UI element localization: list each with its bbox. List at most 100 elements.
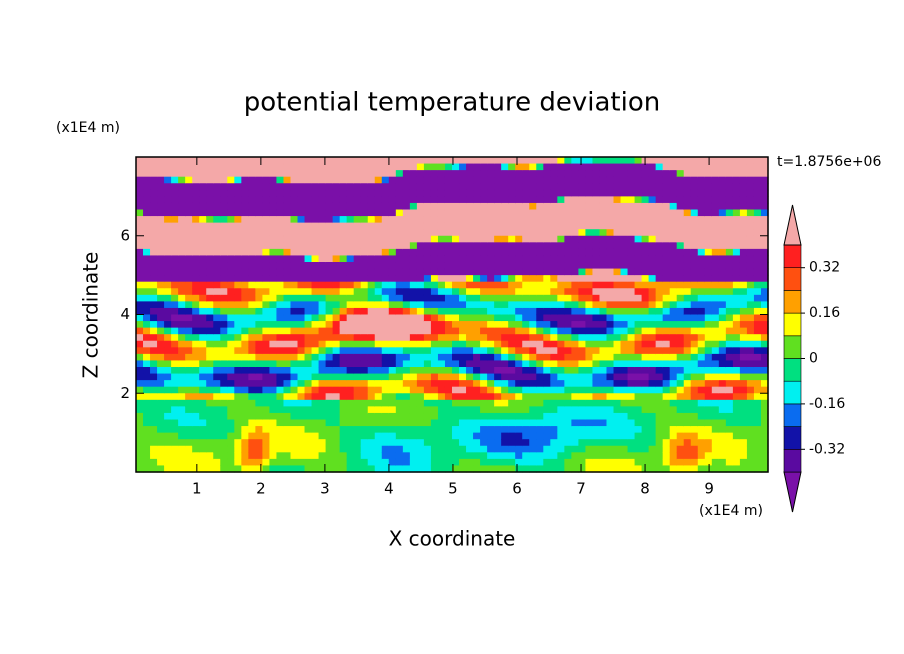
contour-cell (248, 393, 256, 401)
contour-cell (437, 393, 446, 401)
contour-cell (171, 222, 179, 230)
contour-cell (571, 386, 579, 394)
contour-cell (150, 360, 158, 368)
contour-cell (353, 406, 362, 414)
contour-cell (599, 353, 608, 362)
contour-cell (487, 393, 495, 401)
contour-cell (143, 412, 151, 421)
contour-cell (550, 170, 558, 178)
contour-cell (241, 216, 249, 224)
contour-cell (564, 255, 572, 263)
contour-cell (248, 242, 256, 250)
contour-cell (381, 426, 390, 434)
contour-cell (262, 340, 271, 348)
contour-cell (409, 235, 418, 243)
contour-cell (318, 294, 327, 302)
contour-cell (487, 412, 495, 421)
contour-cell (676, 353, 685, 362)
contour-cell (213, 301, 221, 309)
contour-cell (360, 222, 369, 230)
contour-cell (367, 347, 376, 355)
contour-cell (437, 268, 446, 276)
contour-cell (388, 196, 397, 204)
contour-cell (480, 386, 488, 394)
contour-cell (550, 334, 558, 342)
contour-cell (234, 386, 242, 394)
contour-cell (332, 334, 341, 342)
contour-cell (662, 281, 671, 289)
contour-cell (416, 255, 425, 263)
contour-cell (199, 281, 207, 289)
contour-cell (529, 412, 537, 421)
contour-cell (627, 275, 636, 283)
contour-cell (241, 163, 249, 171)
contour-cell (466, 176, 474, 184)
contour-cell (262, 268, 271, 276)
contour-cell (304, 275, 313, 283)
contour-cell (732, 327, 741, 335)
contour-cell (213, 222, 221, 230)
contour-cell (746, 163, 755, 171)
contour-cell (164, 209, 172, 217)
contour-cell (304, 432, 313, 440)
contour-cell (227, 268, 235, 276)
contour-cell (725, 209, 734, 217)
contour-cell (571, 426, 579, 434)
contour-cell (452, 235, 460, 243)
contour-cell (515, 367, 523, 375)
contour-cell (353, 399, 362, 407)
contour-cell (501, 163, 509, 171)
contour-cell (522, 209, 530, 217)
contour-cell (150, 445, 158, 453)
contour-cell (143, 202, 151, 211)
contour-cell (613, 216, 622, 224)
contour-cell (269, 445, 278, 453)
contour-cell (669, 209, 678, 217)
contour-cell (332, 419, 341, 427)
contour-cell (136, 288, 144, 296)
contour-cell (746, 209, 755, 217)
contour-cell (494, 255, 502, 263)
contour-cell (171, 432, 179, 440)
contour-cell (423, 406, 432, 414)
contour-cell (290, 432, 299, 440)
contour-cell (234, 216, 242, 224)
contour-cell (178, 307, 186, 316)
contour-cell (543, 170, 551, 178)
contour-cell (332, 406, 341, 414)
contour-cell (353, 412, 362, 421)
contour-cell (199, 255, 207, 263)
contour-cell (178, 465, 186, 473)
contour-cell (276, 248, 285, 257)
contour-cell (269, 465, 278, 473)
contour-cell (367, 393, 376, 401)
contour-cell (157, 262, 165, 270)
contour-cell (697, 360, 706, 368)
contour-cell (164, 157, 172, 165)
contour-cell (143, 196, 151, 204)
contour-cell (473, 229, 481, 237)
contour-cell (402, 275, 411, 283)
contour-cell (220, 189, 228, 197)
contour-cell (304, 189, 313, 197)
contour-cell (571, 353, 579, 362)
contour-cell (753, 235, 762, 243)
contour-cell (522, 419, 530, 427)
contour-cell (262, 202, 271, 211)
contour-cell (564, 262, 572, 270)
contour-cell (592, 432, 601, 440)
contour-cell (606, 393, 615, 401)
contour-cell (437, 386, 446, 394)
contour-cell (220, 386, 228, 394)
contour-cell (564, 275, 572, 283)
contour-cell (578, 307, 587, 316)
contour-cell (487, 275, 495, 283)
contour-cell (227, 399, 235, 407)
contour-cell (606, 399, 615, 407)
contour-cell (164, 294, 172, 302)
contour-cell (627, 458, 636, 467)
contour-cell (480, 321, 488, 329)
contour-cell (578, 412, 587, 421)
contour-cell (374, 281, 383, 289)
contour-cell (732, 268, 741, 276)
